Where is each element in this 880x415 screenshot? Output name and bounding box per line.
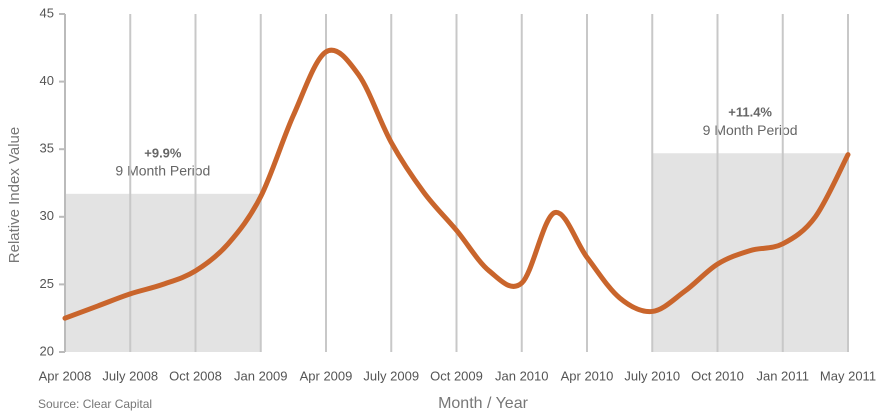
y-tick-label: 40 bbox=[40, 73, 54, 88]
x-tick-label: Oct 2010 bbox=[691, 368, 744, 383]
x-tick-label: July 2010 bbox=[624, 368, 680, 383]
y-axis-label: Relative Index Value bbox=[6, 127, 23, 263]
source: Source: Clear Capital bbox=[38, 397, 152, 411]
x-tick-label: Jan 2010 bbox=[495, 368, 549, 383]
y-tick-label: 35 bbox=[40, 141, 54, 156]
y-tick-label: 20 bbox=[40, 343, 54, 358]
shaded-region bbox=[65, 193, 261, 352]
annotation-value: +9.9% bbox=[144, 145, 182, 160]
x-tick-label: Apr 2010 bbox=[561, 368, 614, 383]
x-tick-label: Jan 2011 bbox=[756, 368, 809, 383]
x-tick-label: Jan 2009 bbox=[234, 368, 288, 383]
annotation-text: 9 Month Period bbox=[703, 122, 798, 138]
x-tick-label: Apr 2008 bbox=[39, 368, 92, 383]
x-axis-label: Month / Year bbox=[438, 395, 529, 412]
y-tick-label: 25 bbox=[40, 276, 54, 291]
x-tick-label: May 2011 bbox=[820, 368, 876, 383]
x-tick-label: Oct 2009 bbox=[430, 368, 483, 383]
y-tick-label: 30 bbox=[40, 208, 54, 223]
x-tick-label: Oct 2008 bbox=[169, 368, 222, 383]
x-tick-label: Apr 2009 bbox=[300, 368, 353, 383]
annotation-value: +11.4% bbox=[728, 105, 772, 120]
x-tick-label: July 2009 bbox=[363, 368, 419, 383]
annotation-text: 9 Month Period bbox=[115, 163, 210, 179]
series-line bbox=[62, 47, 851, 321]
y-tick-label: 45 bbox=[40, 5, 54, 20]
x-tick-label: July 2008 bbox=[102, 368, 158, 383]
